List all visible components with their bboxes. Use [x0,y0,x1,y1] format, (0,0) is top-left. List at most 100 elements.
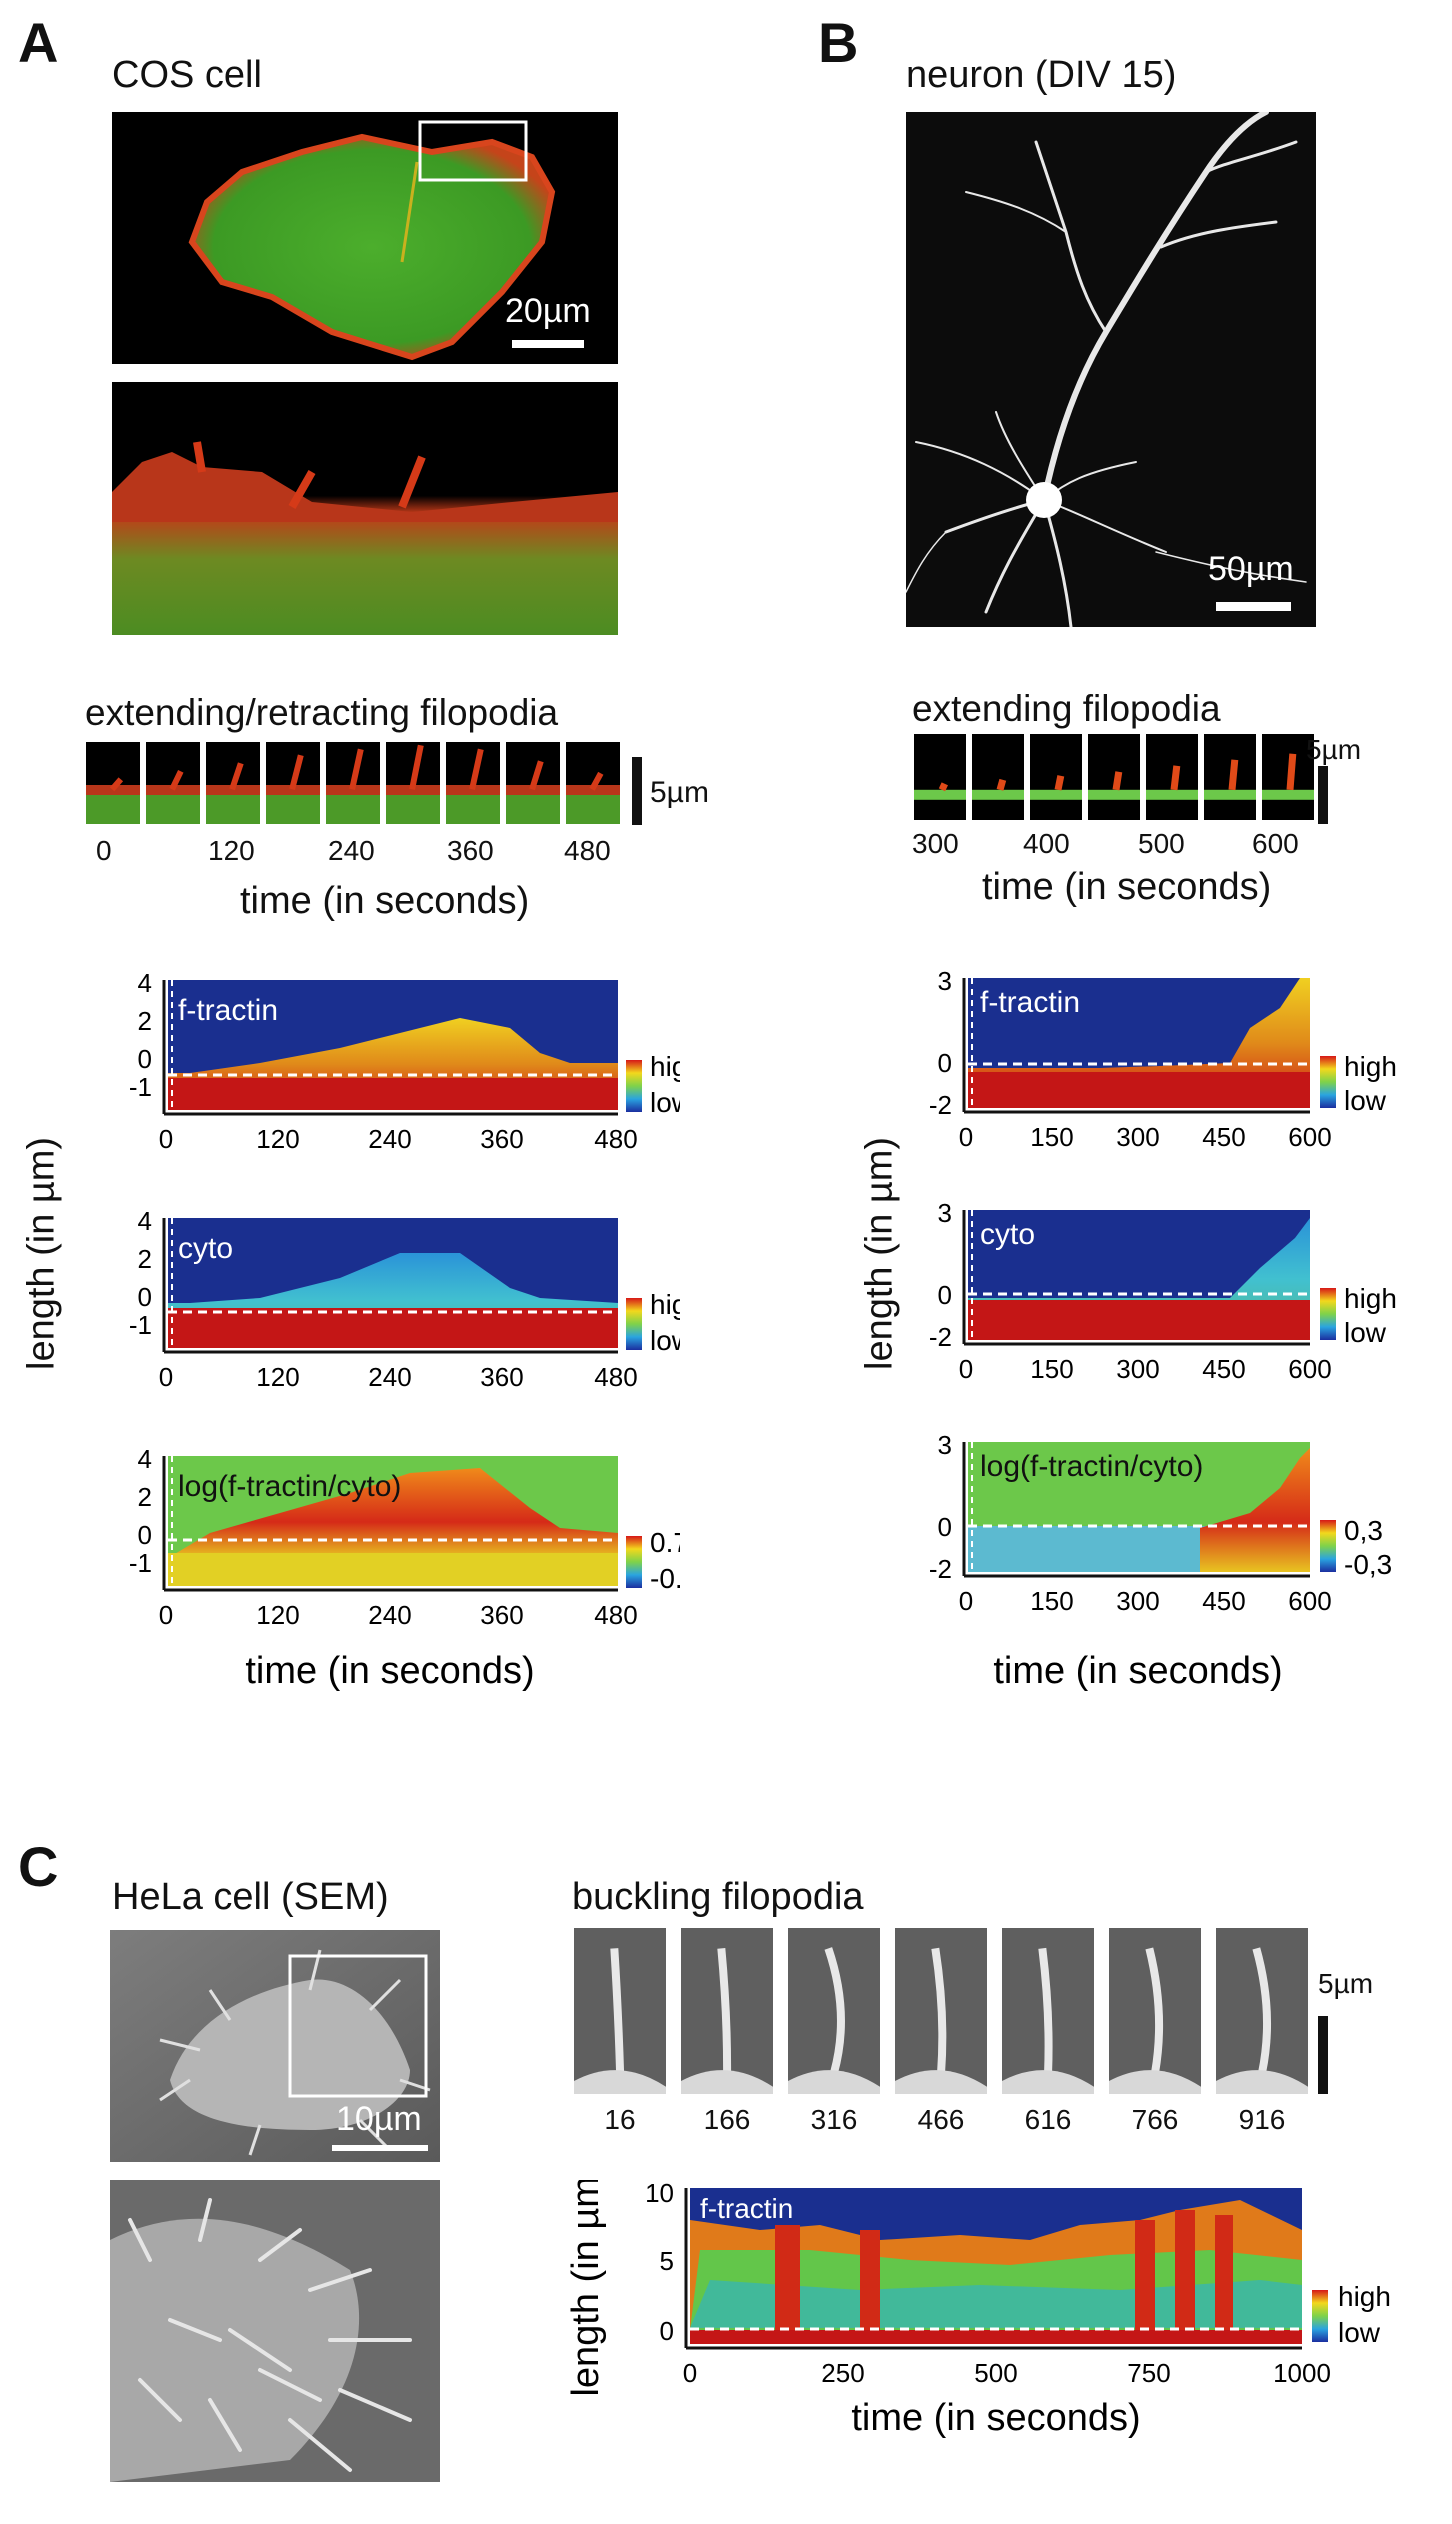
sequence-frame [1260,732,1316,822]
buckling-sequence [572,1926,1310,2096]
panel-letter-b: B [818,11,859,74]
kymo-b-ratio [968,1442,1310,1572]
sequence-frame [384,740,442,826]
sequence-title-b: extending filopodia [912,688,1221,729]
scalebar-bar [512,340,584,348]
zoom-region-box [288,1954,428,2098]
buckling-sequence-tick: 466 [917,2104,965,2135]
xtick: 1000 [1273,2358,1331,2388]
xtick: 450 [1202,1354,1245,1384]
sequence-b-tick: 400 [1023,828,1070,859]
sequence-b-xlabel: time (in seconds) [982,866,1272,908]
sequence-b-tick: 600 [1252,828,1299,859]
scalebar-label-b: 50µm [1208,550,1294,588]
sequence-b-tick: 300 [912,828,959,859]
ytick: 0 [938,1048,952,1078]
buckling-sequence-tick: 166 [703,2104,751,2135]
ytick: 3 [938,968,952,996]
legend-high: high [1338,2281,1391,2312]
buckling-sequence-tick: 616 [1024,2104,1072,2135]
ytick: 0 [660,2316,674,2346]
kymo-a-cyto [168,1218,618,1348]
kymo-a-ftractin [168,980,618,1110]
scalebar-sequence-c [1318,2016,1328,2094]
sequence-frame [786,1926,882,2096]
kymo-label: log(f-tractin/cyto) [980,1450,1203,1483]
ytick: 2 [138,1006,152,1036]
sequence-frame [572,1926,668,2096]
xtick: 600 [1288,1354,1331,1384]
kymo-c-ftractin [690,2188,1302,2344]
sequence-frame [1107,1926,1203,2096]
sequence-frame [1202,732,1258,822]
legend-high: 0,3 [1344,1515,1383,1546]
sequence-a-tick: 0 [96,835,112,866]
sequence-frame [1086,732,1142,822]
xtick: 750 [1127,2358,1170,2388]
ytick: 4 [138,1444,152,1474]
xtick: 0 [959,1122,973,1152]
panel-letter-a: A [18,11,59,74]
xtick: 600 [1288,1122,1331,1152]
ytick: -2 [929,1090,952,1120]
xtick: 360 [480,1124,523,1154]
kymo-label: f-tractin [980,986,1080,1019]
kymo-a-ratio [168,1456,618,1586]
xtick: 0 [159,1362,173,1392]
xtick: 480 [594,1362,637,1392]
ytick: -1 [129,1310,152,1340]
ytick: -1 [129,1072,152,1102]
xtick: 240 [368,1124,411,1154]
scalebar-bar-c [332,2145,428,2151]
legend-high: high [650,1289,680,1320]
xtick: 0 [959,1586,973,1616]
xtick: 300 [1116,1354,1159,1384]
legend-low: -0,3 [1344,1549,1392,1580]
panel-c-title: HeLa cell (SEM) [112,1876,389,1918]
kymo-label: cyto [980,1218,1035,1251]
xtick: 300 [1116,1122,1159,1152]
sequence-frame [84,740,142,826]
panel-c-ylabel: length (in µm) [565,2180,607,2397]
xtick: 150 [1030,1586,1073,1616]
sequence-frame [324,740,382,826]
xtick: 300 [1116,1586,1159,1616]
xtick: 150 [1030,1354,1073,1384]
xtick: 480 [594,1600,637,1630]
xtick: 120 [256,1362,299,1392]
ytick: 5 [660,2246,674,2276]
legend-low: low [1344,1317,1387,1348]
buckling-sequence-tick: 766 [1131,2104,1179,2135]
cos-cell-overview-image: 20µm [112,112,618,364]
xtick: 0 [683,2358,697,2388]
legend-low: low [1338,2317,1381,2348]
ytick: 4 [138,968,152,998]
buckling-sequence-tick: 916 [1238,2104,1286,2135]
legend-low: low [1344,1085,1387,1116]
sequence-frame [264,740,322,826]
legend-high: high [1344,1283,1397,1314]
legend-low: -0.24 [650,1563,680,1594]
filopodia-sequence-b [912,732,1316,824]
kymograph-c: f-tractin high low 10 5 0 0 250 500 750 … [565,2180,1391,2439]
ytick: 2 [138,1482,152,1512]
xtick: 360 [480,1600,523,1630]
sequence-b-tick: 500 [1138,828,1185,859]
ytick: 10 [645,2180,674,2208]
sequence-frame [912,732,968,822]
ytick: 4 [138,1206,152,1236]
sequence-frame [564,740,622,826]
panel-b-title: neuron (DIV 15) [906,54,1177,96]
panel-c-xlabel: time (in seconds) [851,2397,1140,2439]
zoom-region-box [418,120,528,182]
kymo-b-ftractin [968,978,1310,1108]
ytick: 0 [138,1282,152,1312]
ytick: 3 [938,1430,952,1460]
panel-a-xlabel: time (in seconds) [245,1650,534,1692]
ytick: -2 [929,1554,952,1584]
kymo-b-cyto [968,1210,1310,1340]
xtick: 0 [959,1354,973,1384]
xtick: 500 [974,2358,1017,2388]
neuron-image: 50µm [906,112,1316,627]
xtick: 0 [159,1124,173,1154]
